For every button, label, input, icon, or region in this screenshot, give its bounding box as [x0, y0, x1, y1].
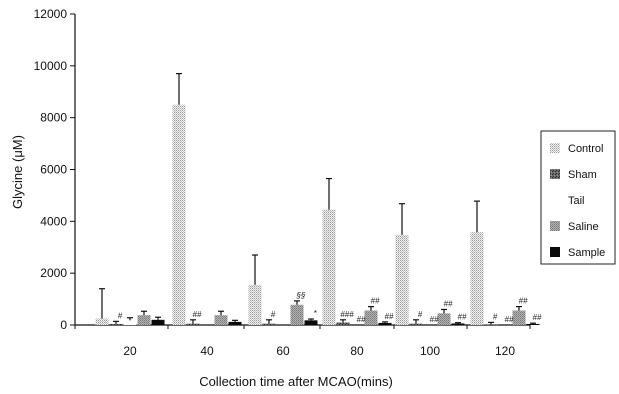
- legend: Control Sham Tail Saline Sample: [540, 130, 616, 265]
- bar-sample-80: [378, 322, 392, 325]
- bar-control-100: [395, 234, 409, 325]
- significance-mark: ##: [458, 313, 467, 322]
- significance-mark: #: [271, 310, 276, 319]
- significance-mark: #: [118, 311, 123, 320]
- x-tick-label: 20: [123, 344, 137, 358]
- bar-sham-40: [186, 323, 200, 325]
- significance-mark: ##: [357, 315, 366, 324]
- bar-sample-40: [228, 321, 242, 325]
- legend-label-sample: Sample: [568, 247, 605, 259]
- bar-series-group: [95, 73, 540, 325]
- legend-swatch-sample: [550, 247, 560, 257]
- significance-mark: §§: [296, 291, 306, 300]
- significance-mark: *: [313, 309, 317, 318]
- bar-tail-20: [123, 320, 137, 325]
- bar-sham-60: [262, 323, 276, 325]
- bar-sample-120: [526, 323, 540, 325]
- y-tick-label: 6000: [40, 163, 67, 177]
- bar-saline-20: [137, 315, 151, 325]
- x-tick-label: 60: [276, 344, 290, 358]
- legend-label-saline: Saline: [568, 221, 599, 233]
- bar-control-40: [172, 104, 186, 325]
- x-axis-ticks: 20 40 60 80 100 120: [74, 325, 531, 358]
- significance-mark: ##: [193, 310, 202, 319]
- legend-swatch-tail: [550, 195, 560, 205]
- y-tick-label: 8000: [40, 111, 67, 125]
- legend-swatch-control: [550, 143, 560, 153]
- legend-swatch-sham: [550, 169, 560, 179]
- bar-saline-120: [512, 310, 526, 325]
- bar-sample-20: [151, 319, 165, 325]
- bar-sample-60: [304, 320, 318, 325]
- bar-sham-100: [409, 323, 423, 325]
- significance-mark: ##: [505, 315, 514, 324]
- significance-mark: ###: [340, 310, 354, 319]
- legend-label-control: Control: [568, 143, 603, 155]
- bar-control-120: [470, 232, 484, 325]
- x-tick-label: 80: [350, 344, 364, 358]
- bar-control-80: [322, 209, 336, 325]
- x-tick-label: 40: [200, 344, 214, 358]
- significance-mark: ##: [430, 315, 439, 324]
- significance-mark: #: [493, 312, 498, 321]
- bar-sham-80: [336, 322, 350, 325]
- x-axis-title: Collection time after MCAO(mins): [199, 374, 393, 389]
- bar-saline-60: [290, 304, 304, 325]
- legend-label-sham: Sham: [568, 169, 597, 181]
- significance-annotations: # ## #§§* ######### ####### # ######: [118, 291, 542, 324]
- y-tick-label: 12000: [34, 7, 68, 21]
- y-tick-label: 2000: [40, 266, 67, 280]
- bar-sham-120: [484, 324, 498, 325]
- legend-swatch-saline: [550, 221, 560, 231]
- y-tick-label: 0: [60, 318, 67, 332]
- bar-saline-80: [364, 310, 378, 325]
- significance-mark: ##: [371, 297, 380, 306]
- y-axis-title: Glycine (μM): [10, 135, 25, 209]
- bar-saline-40: [214, 315, 228, 325]
- significance-mark: ##: [444, 299, 453, 308]
- bar-saline-100: [437, 313, 451, 325]
- bar-sample-100: [451, 323, 465, 325]
- legend-label-tail: Tail: [568, 195, 585, 207]
- bar-control-60: [248, 284, 262, 325]
- significance-mark: ##: [533, 313, 542, 322]
- y-tick-label: 4000: [40, 214, 67, 228]
- significance-mark: #: [418, 310, 423, 319]
- x-tick-label: 120: [495, 344, 515, 358]
- y-tick-label: 10000: [34, 59, 68, 73]
- x-tick-label: 100: [420, 344, 440, 358]
- significance-mark: ##: [385, 312, 394, 321]
- bar-sham-20: [109, 323, 123, 325]
- significance-mark: ##: [519, 297, 528, 306]
- bar-control-20: [95, 318, 109, 325]
- y-axis-ticks: 0 2000 4000 6000 8000 10000 12000: [34, 7, 75, 332]
